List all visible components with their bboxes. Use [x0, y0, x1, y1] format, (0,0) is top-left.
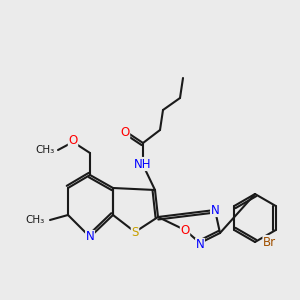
Text: O: O — [180, 224, 190, 236]
Text: NH: NH — [134, 158, 152, 170]
Text: N: N — [211, 203, 219, 217]
Text: CH₃: CH₃ — [26, 215, 45, 225]
Text: Br: Br — [263, 236, 276, 248]
Text: N: N — [85, 230, 94, 244]
Text: O: O — [68, 134, 78, 148]
Text: CH₃: CH₃ — [36, 145, 55, 155]
Text: N: N — [196, 238, 204, 251]
Text: O: O — [120, 125, 130, 139]
Text: S: S — [131, 226, 139, 238]
